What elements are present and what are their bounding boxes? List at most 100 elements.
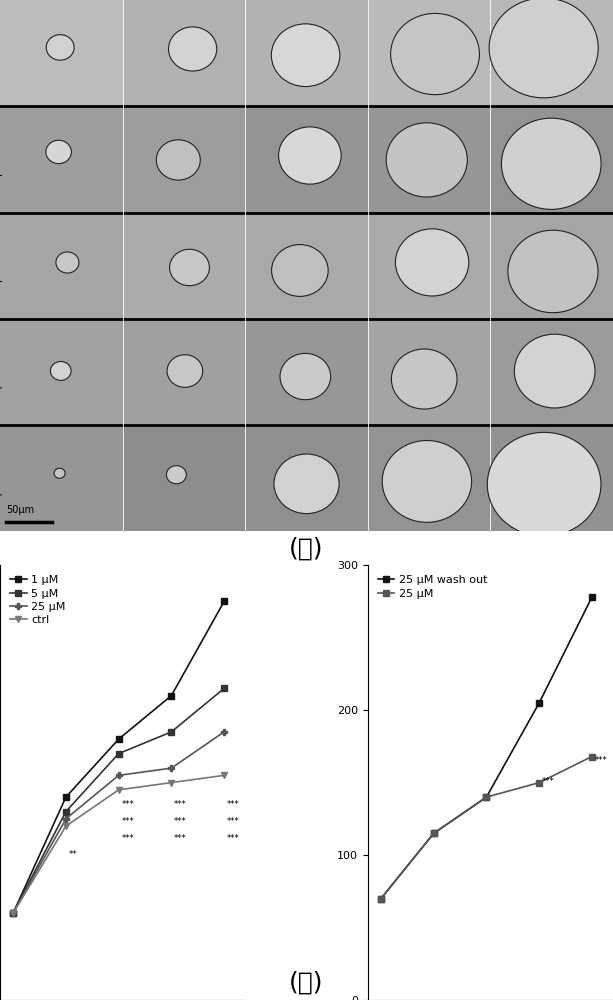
Text: ***: *** <box>227 834 240 843</box>
Ellipse shape <box>391 349 457 409</box>
Bar <box>123 0 245 106</box>
25 μM <box>430 827 438 839</box>
5 μM <box>168 726 175 738</box>
Ellipse shape <box>46 140 71 164</box>
Legend: 25 μM wash out, 25 μM: 25 μM wash out, 25 μM <box>373 571 492 603</box>
25 μM <box>115 769 123 781</box>
Line: 1 μM: 1 μM <box>10 599 227 916</box>
Ellipse shape <box>169 27 217 71</box>
Bar <box>0 106 123 213</box>
Ellipse shape <box>272 24 340 87</box>
Text: ***: *** <box>542 777 555 786</box>
Bar <box>245 213 368 319</box>
ctrl <box>168 777 175 789</box>
Ellipse shape <box>50 362 71 380</box>
5 μM <box>115 748 123 760</box>
Text: CTRL: CTRL <box>0 53 2 80</box>
Ellipse shape <box>501 118 601 209</box>
25 μM <box>483 791 490 803</box>
ctrl <box>221 769 228 781</box>
25 μM wash out <box>588 591 596 603</box>
Text: ***: *** <box>227 817 240 826</box>
Line: 5 μM: 5 μM <box>10 686 227 916</box>
1 μM <box>63 791 70 803</box>
Line: 25 μM: 25 μM <box>10 729 227 916</box>
Ellipse shape <box>395 229 469 296</box>
Bar <box>490 425 613 531</box>
5 μM <box>221 682 228 694</box>
Bar <box>123 425 245 531</box>
Text: ***: *** <box>174 817 187 826</box>
Text: (上): (上) <box>289 536 324 560</box>
Ellipse shape <box>54 468 65 478</box>
Bar <box>245 425 368 531</box>
Ellipse shape <box>56 252 79 273</box>
1 μM <box>10 907 17 919</box>
Bar <box>368 425 490 531</box>
Text: ***: *** <box>595 756 607 765</box>
Bar <box>490 213 613 319</box>
Ellipse shape <box>390 13 479 95</box>
25 μM <box>63 813 70 825</box>
Text: IND-25μM: IND-25μM <box>0 478 2 530</box>
25 μM wash out <box>483 791 490 803</box>
25 μM wash out <box>430 827 438 839</box>
Bar <box>368 106 490 213</box>
Text: (下): (下) <box>289 971 324 995</box>
Bar <box>490 0 613 106</box>
Ellipse shape <box>274 454 339 514</box>
Ellipse shape <box>514 334 595 408</box>
25 μM <box>168 762 175 774</box>
Bar <box>123 106 245 213</box>
ctrl <box>63 820 70 832</box>
Ellipse shape <box>167 355 203 387</box>
Text: 50μm: 50μm <box>6 505 34 515</box>
25 μM <box>221 726 228 738</box>
Bar <box>490 319 613 425</box>
Text: ***: *** <box>121 834 134 843</box>
Ellipse shape <box>167 466 186 484</box>
Bar <box>123 213 245 319</box>
Ellipse shape <box>156 140 200 180</box>
Text: ***: *** <box>121 800 134 809</box>
Bar <box>245 106 368 213</box>
Ellipse shape <box>386 123 467 197</box>
Bar <box>123 319 245 425</box>
Text: ***: *** <box>174 834 187 843</box>
Line: ctrl: ctrl <box>10 773 227 916</box>
5 μM <box>63 806 70 818</box>
25 μM wash out <box>378 893 385 905</box>
Text: ***: *** <box>227 800 240 809</box>
1 μM <box>221 595 228 607</box>
Bar <box>368 213 490 319</box>
Ellipse shape <box>46 35 74 60</box>
Ellipse shape <box>489 0 598 98</box>
Bar <box>368 0 490 106</box>
5 μM <box>10 907 17 919</box>
Text: IND-1μM: IND-1μM <box>0 159 2 204</box>
Bar <box>490 106 613 213</box>
Bar <box>0 319 123 425</box>
Bar <box>368 319 490 425</box>
ctrl <box>115 784 123 796</box>
25 μM <box>588 751 596 763</box>
Text: **: ** <box>69 850 77 859</box>
Text: IND-25μM: IND-25μM <box>0 372 2 423</box>
Bar <box>245 0 368 106</box>
Bar <box>0 425 123 531</box>
Ellipse shape <box>170 249 210 286</box>
Bar <box>0 0 123 106</box>
1 μM <box>168 690 175 702</box>
25 μM wash out <box>536 697 543 709</box>
Ellipse shape <box>487 432 601 536</box>
Ellipse shape <box>280 353 330 400</box>
Ellipse shape <box>508 230 598 313</box>
1 μM <box>115 733 123 745</box>
ctrl <box>10 907 17 919</box>
25 μM <box>378 893 385 905</box>
Text: IND-5μM: IND-5μM <box>0 266 2 310</box>
25 μM <box>10 907 17 919</box>
Legend: 1 μM, 5 μM, 25 μM, ctrl: 1 μM, 5 μM, 25 μM, ctrl <box>6 571 70 630</box>
25 μM <box>536 777 543 789</box>
Bar <box>245 319 368 425</box>
